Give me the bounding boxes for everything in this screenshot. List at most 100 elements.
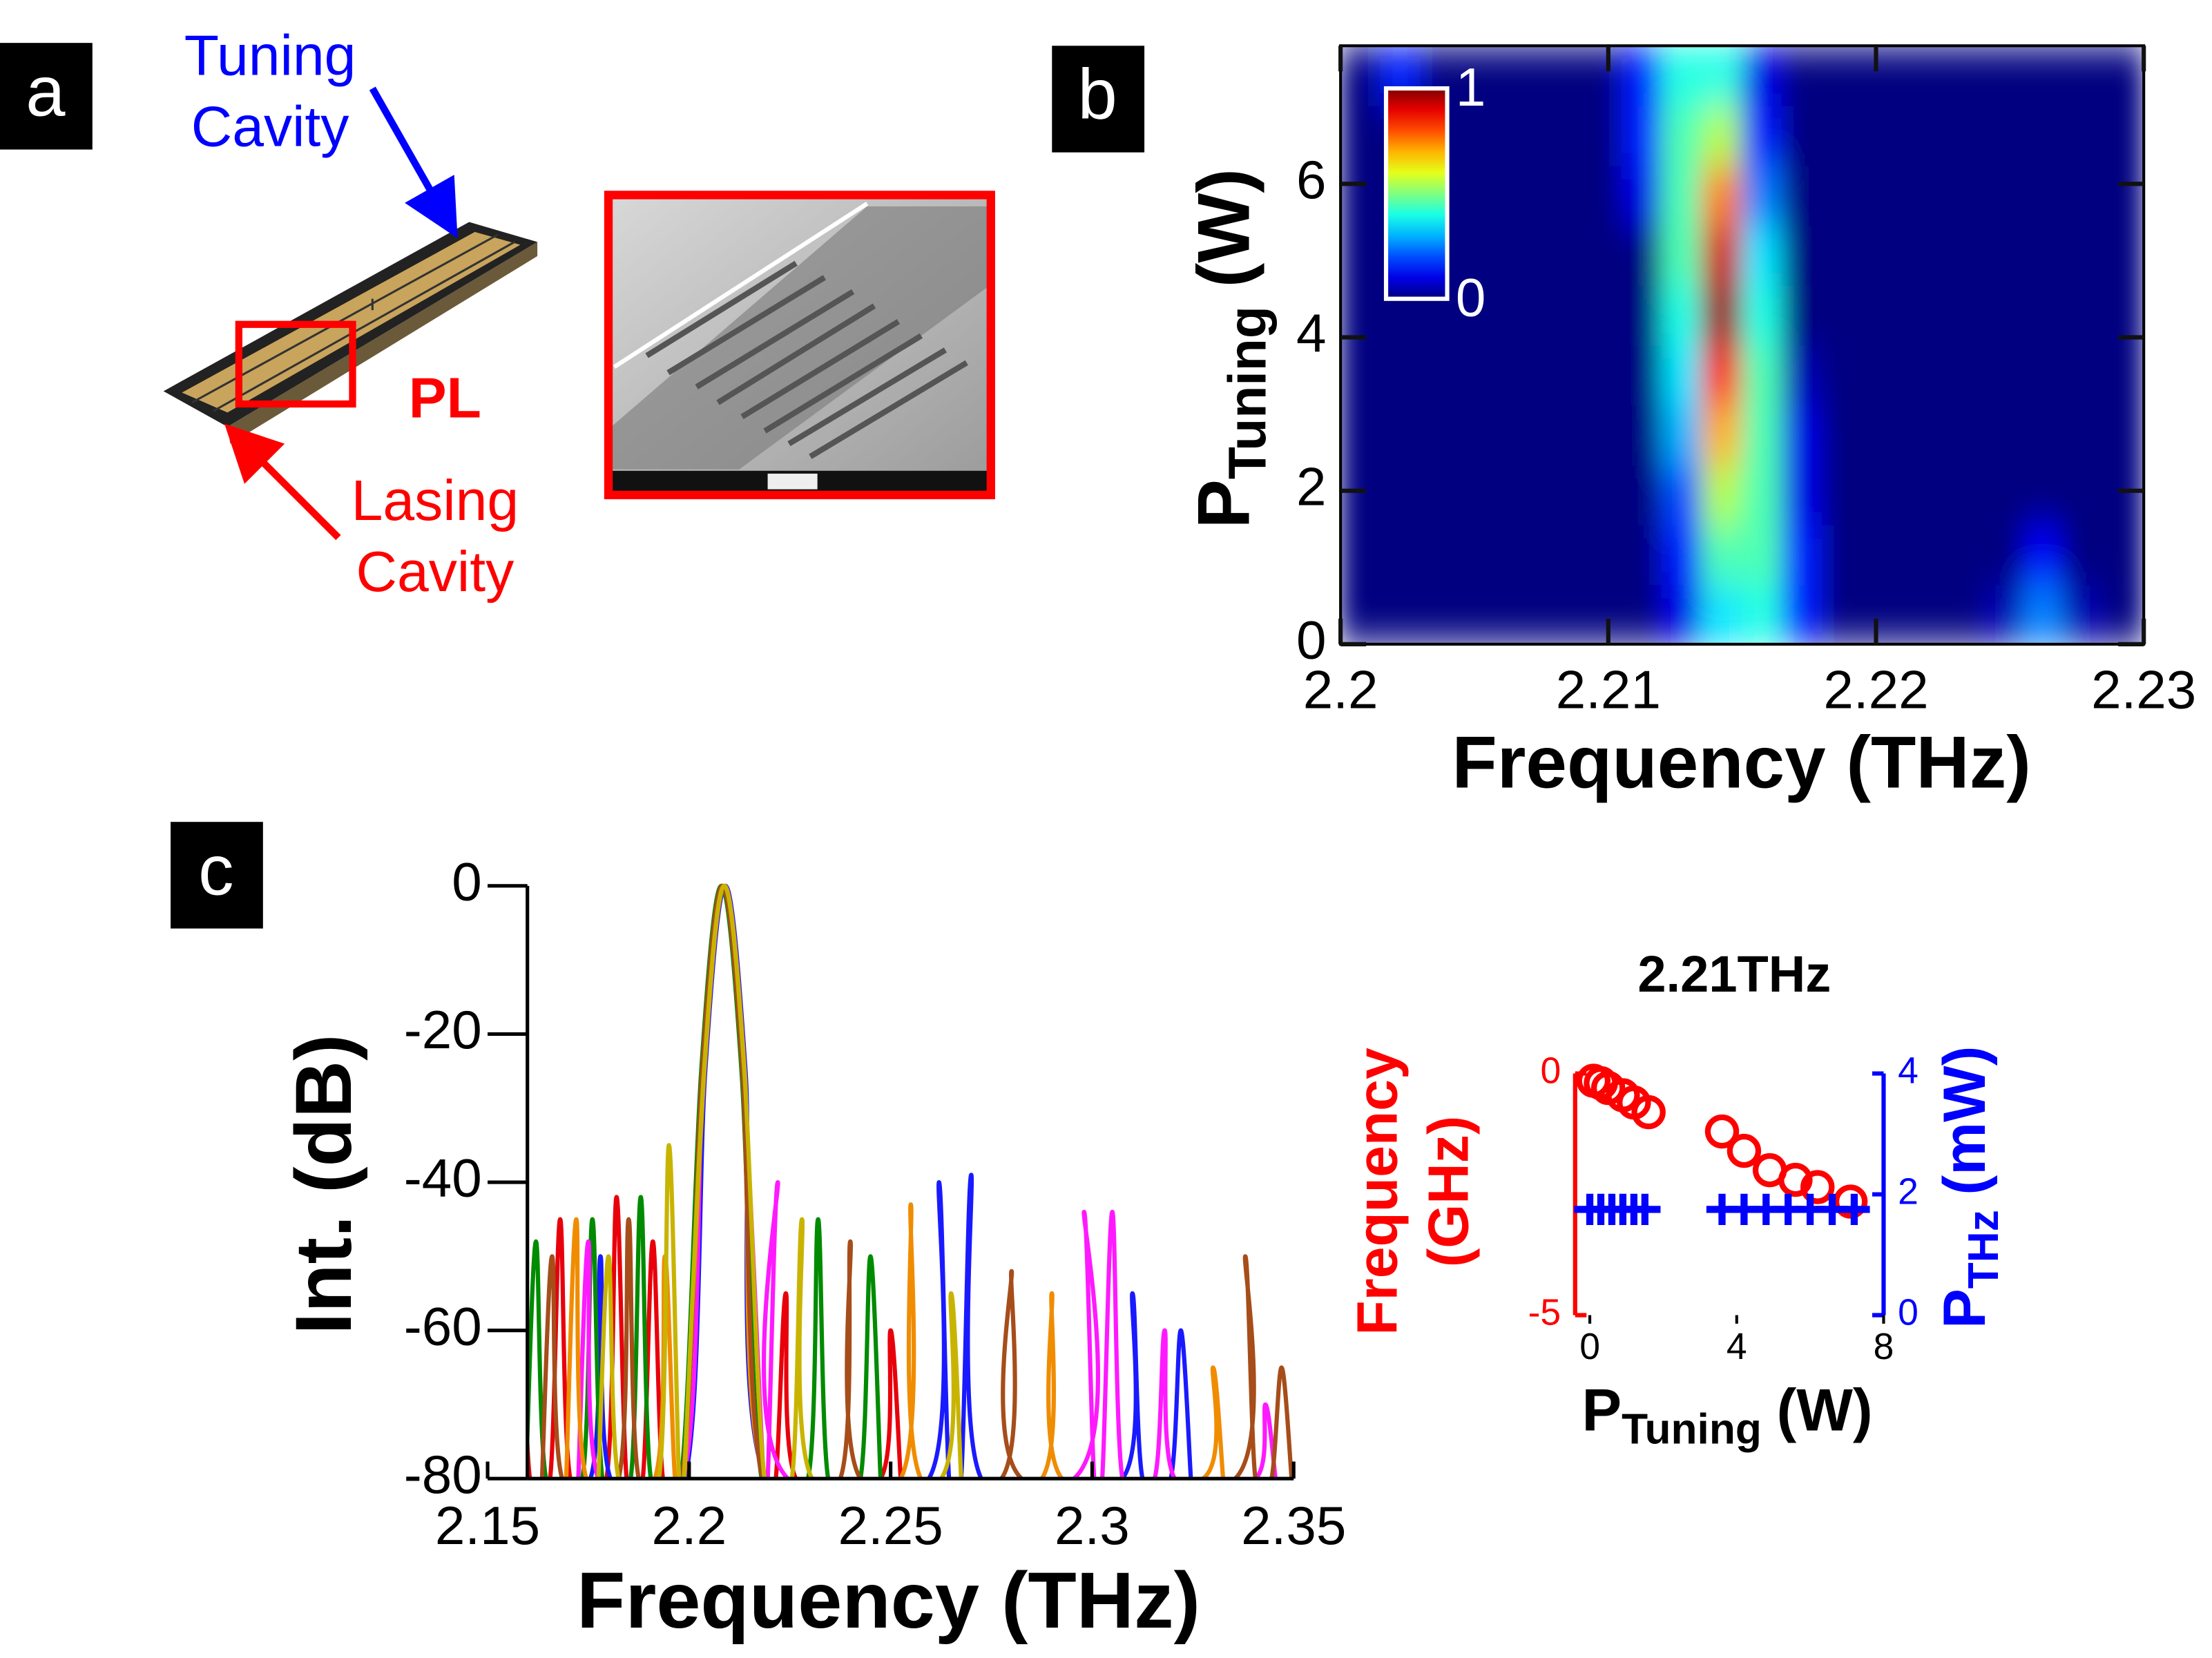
colorbar-tick-label: 0 [1456, 267, 1486, 327]
spectrum-line [576, 883, 1278, 1479]
y-tick-label: 4 [1296, 302, 1327, 363]
heatmap-cell [1781, 284, 1824, 346]
heatmap-cell [1540, 104, 1583, 166]
heatmap-cell [1500, 46, 1542, 106]
data-point [1629, 1193, 1661, 1226]
heatmap-cell [1581, 46, 1623, 106]
y-axis-label: Frequency [1346, 1048, 1410, 1336]
heatmap-cell [1621, 523, 1663, 586]
y-axis-label: (GHz) [1417, 1116, 1481, 1268]
heatmap-cell [1420, 404, 1462, 465]
panel-label-box [171, 822, 263, 929]
heatmap-cell [1540, 523, 1583, 586]
heatmap-cell [1540, 463, 1583, 526]
annotation: PL [409, 367, 481, 430]
x-tick-label: 2.25 [838, 1495, 943, 1556]
x-tick-label: 2.35 [1241, 1495, 1346, 1556]
heatmap-cell [1540, 164, 1583, 226]
heatmap-cell [1942, 404, 1984, 465]
x-tick-label: 8 [1874, 1327, 1894, 1367]
heatmap-cell [1340, 46, 1382, 106]
heatmap-cell [1821, 284, 1864, 346]
heatmap-cell [1500, 164, 1542, 226]
heatmap-cells [1340, 46, 2144, 644]
heatmap-cell [1420, 523, 1462, 586]
y2-tick-label: 4 [1898, 1051, 1918, 1092]
heatmap-cell [1821, 224, 1864, 286]
axis-label: PTHz (mW) [1932, 1046, 2008, 1329]
heatmap-cell [1942, 284, 1984, 346]
heatmap-cell [2062, 523, 2105, 586]
annotation: Tuning [184, 24, 356, 88]
x-axis-label: Frequency (THz) [577, 1556, 1200, 1645]
heatmap-cell [1500, 284, 1542, 346]
x-tick-label: 2.2 [651, 1495, 727, 1556]
heatmap-cell [1862, 46, 1904, 106]
heatmap-cell [2022, 344, 2064, 406]
colorbar [1383, 86, 1450, 301]
heatmap-cell [1862, 224, 1904, 286]
y-tick-label: 6 [1296, 149, 1327, 210]
y2-tick-label: 0 [1898, 1293, 1918, 1333]
panel-label: b [1078, 55, 1117, 134]
heatmap-cell [1581, 523, 1623, 586]
y2-tick-label: 2 [1898, 1172, 1918, 1213]
heatmap-cell [1862, 284, 1904, 346]
heatmap-cell [1581, 344, 1623, 406]
heatmap-cell [1781, 463, 1824, 526]
y-tick-label: 0 [452, 851, 482, 912]
heatmap-cell [1862, 463, 1904, 526]
heatmap-cell [1340, 104, 1382, 166]
heatmap-cell [1621, 284, 1663, 346]
x-tick-label: 0 [1579, 1327, 1600, 1367]
heatmap-cell [1621, 404, 1663, 465]
y-tick-label: -5 [1528, 1293, 1561, 1333]
annotation: Lasing [352, 469, 519, 532]
heatmap-cell [1380, 523, 1422, 586]
heatmap-cell [1661, 463, 1703, 526]
heatmap-cell [1821, 584, 1864, 644]
heatmap-cell [1500, 224, 1542, 286]
axis-label: PTuning (W) [1581, 1377, 1872, 1454]
heatmap-cell [1942, 584, 1984, 644]
heatmap-cell [1540, 404, 1583, 465]
heatmap-cell [1540, 344, 1583, 406]
heatmap-cell [1982, 584, 2024, 644]
heatmap-cell [1581, 164, 1623, 226]
x-tick-label: 2.2 [1303, 659, 1378, 720]
heatmap-cell [2103, 104, 2144, 166]
heatmap-cell [1340, 164, 1382, 226]
heatmap-cell [1942, 104, 1984, 166]
heatmap-cell [1701, 344, 1743, 406]
data-point [1704, 1114, 1740, 1149]
heatmap-cell [2103, 404, 2144, 465]
heatmap-cell [2022, 463, 2064, 526]
heatmap-cell [1982, 224, 2024, 286]
heatmap-cell [1460, 344, 1502, 406]
heatmap-cell [1420, 344, 1462, 406]
data-point [1727, 1133, 1762, 1168]
heatmap-cell [1982, 523, 2024, 586]
heatmap-cell [1460, 404, 1502, 465]
heatmap-cell [1500, 104, 1542, 166]
heatmap-cell [1701, 584, 1743, 644]
heatmap-cell [1581, 104, 1623, 166]
heatmap-cell [1821, 404, 1864, 465]
heatmap-cell [1581, 284, 1623, 346]
heatmap-cell [1862, 523, 1904, 586]
heatmap-cell [1741, 104, 1783, 166]
heatmap-cell [1902, 584, 1944, 644]
heatmap-cell [1701, 46, 1743, 106]
heatmap-cell [1862, 164, 1904, 226]
heatmap-cell [1540, 46, 1583, 106]
heatmap-cell [1942, 46, 1984, 106]
heatmap-cell [1821, 104, 1864, 166]
heatmap-cell [1460, 104, 1502, 166]
x-tick-label: 2.22 [1823, 659, 1928, 720]
spectrum-line [539, 883, 1294, 1479]
sem-image [604, 191, 995, 499]
heatmap-cell [1701, 104, 1743, 166]
axis-label-main: P [1581, 1377, 1622, 1443]
heatmap-cell [1982, 284, 2024, 346]
